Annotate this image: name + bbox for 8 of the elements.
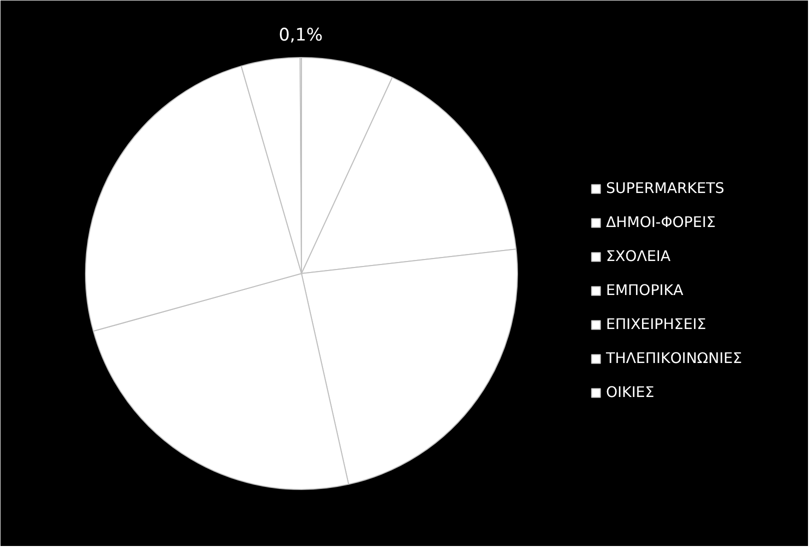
legend-label: ΕΠΙΧΕΙΡΗΣΕΙΣ [606,316,706,333]
legend-label: ΟΙΚΙΕΣ [606,384,654,401]
legend-label: SUPERMARKETS [606,180,724,197]
legend-label: ΔΗΜΟΙ-ΦΟΡΕΙΣ [606,214,716,231]
data-label: 0,1% [278,26,323,46]
legend-label: ΤΗΛΕΠΙΚΟΙΝΩΝΙΕΣ [606,350,742,367]
legend-label: ΣΧΟΛΕΙΑ [606,248,670,265]
legend-label: ΕΜΠΟΡΙΚΑ [606,282,684,299]
